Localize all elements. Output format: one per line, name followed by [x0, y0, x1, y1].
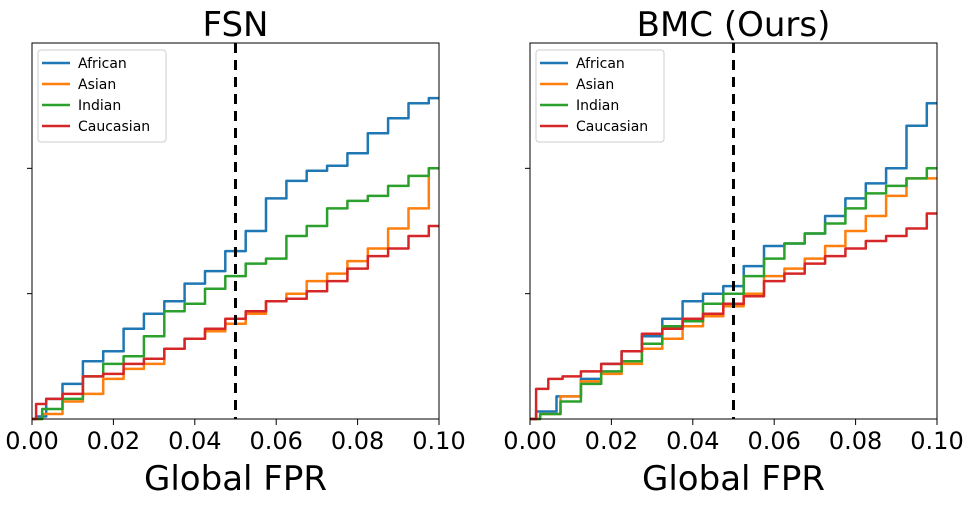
x-tick-label: 0.04 — [168, 427, 221, 455]
legend-label-indian: Indian — [576, 98, 619, 114]
legend-label-asian: Asian — [576, 77, 614, 93]
series-lines — [32, 96, 439, 421]
legend-label-caucasian: Caucasian — [576, 119, 648, 135]
x-tick-label: 0.02 — [585, 427, 638, 455]
plot-frame — [529, 42, 938, 420]
x-axis-ticks: 0.00 0.02 0.04 0.06 0.08 0.10 — [503, 419, 964, 455]
x-axis-label: Global FPR — [642, 459, 825, 499]
x-tick-label: 0.06 — [747, 427, 800, 455]
legend-label-indian: Indian — [78, 98, 121, 114]
series-line-caucasian — [530, 212, 937, 421]
legend: African Asian Indian Caucasian — [535, 49, 665, 143]
series-line-african — [32, 96, 439, 421]
legend-label-caucasian: Caucasian — [78, 119, 150, 135]
x-tick-label: 0.10 — [412, 427, 465, 455]
legend-label-african: African — [78, 56, 127, 72]
chart-title: BMC (Ours) — [637, 5, 831, 45]
series-line-asian — [530, 177, 937, 421]
chart-title: FSN — [203, 5, 269, 45]
plot-frame — [31, 42, 440, 420]
x-tick-label: 0.00 — [5, 427, 58, 455]
x-tick-label: 0.02 — [87, 427, 140, 455]
y-axis-ticks — [525, 167, 530, 295]
x-axis-label: Global FPR — [144, 459, 327, 499]
legend: African Asian Indian Caucasian — [37, 49, 167, 143]
series-line-caucasian — [32, 224, 439, 421]
x-tick-label: 0.10 — [910, 427, 963, 455]
legend-box — [37, 49, 167, 143]
legend-label-african: African — [576, 56, 625, 72]
chart-panel-bmc: BMC (Ours) 0.00 0.02 0.04 0.06 0.08 0.10 Glob… — [503, 5, 963, 499]
series-line-indian — [530, 167, 937, 421]
x-tick-label: 0.04 — [666, 427, 719, 455]
legend-label-asian: Asian — [78, 77, 116, 93]
x-tick-label: 0.06 — [249, 427, 302, 455]
x-tick-label: 0.08 — [331, 427, 384, 455]
x-tick-label: 0.08 — [829, 427, 882, 455]
y-axis-ticks — [27, 167, 32, 295]
x-tick-label: 0.00 — [503, 427, 556, 455]
chart-panel-fsn: FSN 0.00 0.02 0.04 0.06 0.08 0.10 Global FPR … — [5, 5, 465, 499]
x-axis-ticks: 0.00 0.02 0.04 0.06 0.08 0.10 — [5, 419, 466, 455]
legend-box — [535, 49, 665, 143]
